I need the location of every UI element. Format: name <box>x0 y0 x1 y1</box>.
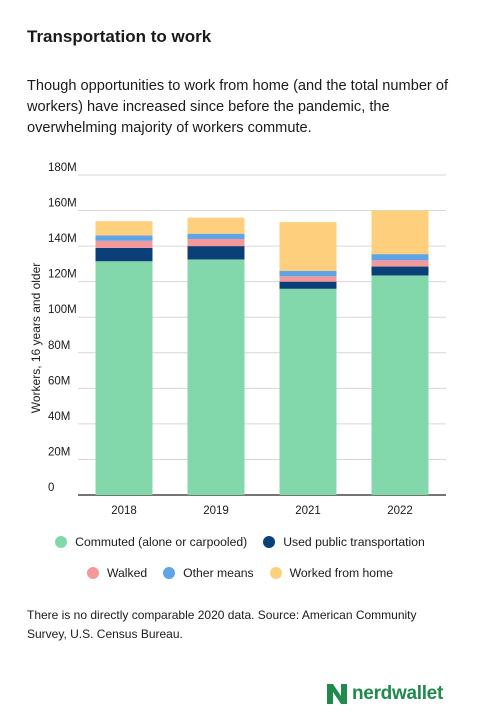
legend-item-walked: Walked <box>86 566 148 580</box>
bar-segment-other-2018 <box>95 235 153 241</box>
bar-segment-walked-2021 <box>279 276 337 282</box>
bar-segment-commuted-2021 <box>279 288 337 495</box>
x-tick-label: 2021 <box>295 505 321 517</box>
legend-item-commuted: Commuted (alone or carpooled) <box>55 535 247 549</box>
bar-segment-commuted-2018 <box>95 261 153 495</box>
legend-swatch <box>269 567 282 579</box>
y-tick-label: 60M <box>48 375 70 387</box>
y-tick-label: 160M <box>48 198 77 210</box>
bar-segment-other-2021 <box>279 271 337 277</box>
legend-row: Walked Other means Worked from home <box>0 566 480 580</box>
y-tick-label: 180M <box>48 162 77 174</box>
legend-row: Commuted (alone or carpooled) Used public… <box>0 535 480 549</box>
legend-swatch <box>263 536 276 548</box>
legend-label: Commuted (alone or carpooled) <box>75 535 248 549</box>
y-tick-label: 20M <box>48 446 70 458</box>
legend-item-other: Other means <box>163 566 254 580</box>
legend-label: Walked <box>106 566 148 580</box>
bar-segment-other-2022 <box>371 254 429 261</box>
nerdwallet-logo: nerdwallet <box>326 681 443 707</box>
nerdwallet-logo-icon <box>327 684 347 704</box>
chart-title: Transportation to work <box>27 27 212 46</box>
source-note: There is no directly comparable 2020 dat… <box>27 608 417 641</box>
y-tick-label: 0 <box>48 482 54 494</box>
bars-layer <box>95 210 429 495</box>
x-tick-label: 2018 <box>111 505 137 517</box>
legend-item-home: Worked from home <box>269 566 394 580</box>
bar-segment-commuted-2019 <box>187 259 245 495</box>
y-tick-label: 80M <box>48 340 70 352</box>
bar-segment-other-2019 <box>187 233 245 239</box>
x-tick-label: 2019 <box>203 505 229 517</box>
bar-segment-home-2019 <box>187 217 245 234</box>
legend-swatch <box>86 567 99 579</box>
bar-segment-public-2022 <box>371 266 429 276</box>
bar-segment-home-2022 <box>371 210 429 255</box>
legend-label: Worked from home <box>289 566 394 580</box>
bar-segment-home-2021 <box>279 222 337 271</box>
legend-swatch <box>55 536 68 548</box>
bar-segment-public-2019 <box>187 246 245 260</box>
y-tick-label: 140M <box>48 233 77 245</box>
chart-subtitle: Though opportunities to work from home (… <box>27 78 449 136</box>
x-tick-label: 2022 <box>387 505 413 517</box>
y-tick-label: 100M <box>48 304 77 316</box>
bar-segment-commuted-2022 <box>371 275 429 495</box>
y-tick-label: 120M <box>48 269 77 281</box>
stacked-bar-chart: 0 20M 40M 60M 80M 100M 120M 140M 160M 180M 2018 201… <box>29 162 446 517</box>
brand-name: nerdwallet <box>352 683 443 704</box>
bar-segment-walked-2022 <box>371 260 429 267</box>
legend-label: Used public transportation <box>283 535 425 549</box>
legend-swatch <box>163 567 176 579</box>
y-tick-label: 40M <box>48 411 70 423</box>
legend-label: Other means <box>183 566 254 580</box>
labels-layer: 0 20M 40M 60M 80M 100M 120M 140M 160M 180M 2018 201… <box>48 162 413 517</box>
bar-segment-walked-2019 <box>187 239 245 247</box>
bar-segment-home-2018 <box>95 221 153 236</box>
bar-segment-public-2018 <box>95 247 153 262</box>
bar-segment-public-2021 <box>279 281 337 289</box>
legend-item-public: Used public transportation <box>263 535 425 549</box>
bar-segment-walked-2018 <box>95 240 153 248</box>
y-axis-label: Workers, 16 years and older <box>29 263 43 414</box>
